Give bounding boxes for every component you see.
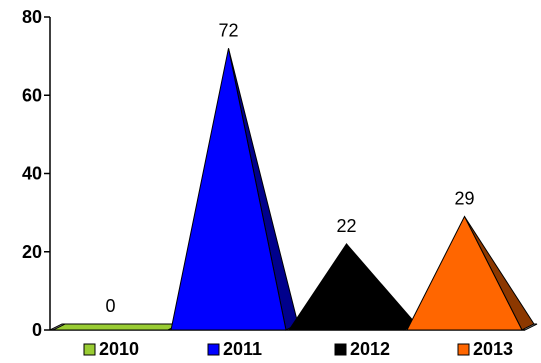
pyramid-2013: [406, 215, 523, 331]
y-axis: 0 20 40 60 80: [22, 7, 51, 340]
data-labels-layer: 0 72 22 29: [105, 20, 474, 316]
y-tick-label: 80: [22, 7, 42, 27]
legend-label-2013: 2013: [473, 339, 513, 359]
pyramid-2011: [170, 48, 287, 331]
y-tick-label: 60: [22, 85, 42, 105]
legend-swatch-2011: [207, 343, 220, 356]
y-tick-label: 20: [22, 242, 42, 262]
data-label-2010: 0: [105, 296, 115, 316]
plot-marks-layer: [52, 48, 535, 331]
pyramid-2012: [288, 243, 405, 331]
y-tick-label: 0: [32, 320, 42, 340]
pyramid-2010: [52, 323, 181, 331]
legend-label-2012: 2012: [350, 339, 390, 359]
legend-label-2010: 2010: [99, 339, 139, 359]
legend-swatch-2010: [83, 343, 96, 356]
data-label-2013: 29: [454, 189, 474, 209]
legend-swatch-2012: [334, 343, 347, 356]
legend-swatch-2013: [457, 343, 470, 356]
y-tick-label: 40: [22, 164, 42, 184]
legend: 2010 2011 2012 2013: [83, 339, 513, 359]
legend-label-2011: 2011: [223, 339, 262, 359]
data-label-2011: 72: [218, 20, 238, 40]
data-label-2012: 22: [336, 216, 356, 236]
